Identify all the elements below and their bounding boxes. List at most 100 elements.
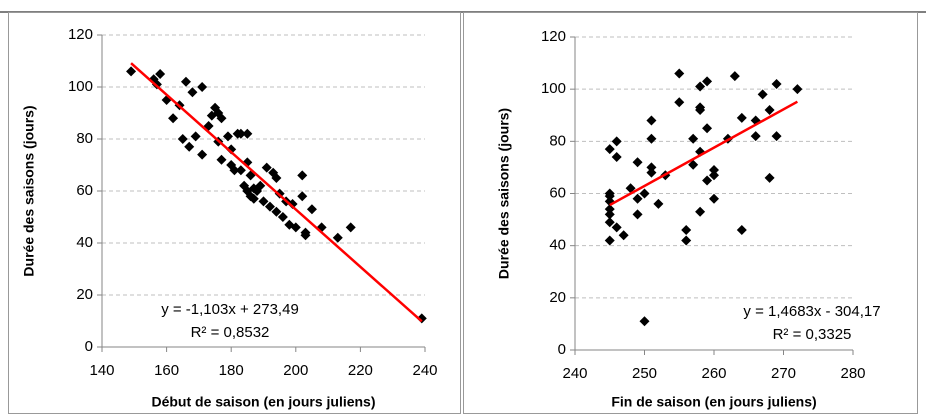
y-tick-label: 0 — [85, 338, 93, 355]
data-point — [674, 68, 685, 79]
data-point — [764, 105, 775, 116]
data-point — [604, 144, 615, 155]
y-tick-label: 60 — [76, 182, 93, 199]
data-point — [290, 222, 301, 233]
data-point — [604, 204, 615, 215]
data-point — [709, 170, 719, 181]
panel-frame — [8, 12, 461, 414]
data-point — [604, 235, 615, 246]
data-point — [611, 151, 622, 162]
data-point — [271, 206, 282, 217]
data-point — [242, 128, 253, 139]
data-point — [297, 191, 308, 202]
x-axis-title: Début de saison (en jours juliens) — [151, 394, 375, 410]
x-tick-label: 270 — [771, 365, 796, 382]
data-point — [604, 209, 615, 220]
x-tick-label: 160 — [154, 362, 179, 379]
data-point — [771, 78, 782, 89]
data-point — [184, 141, 195, 152]
data-point — [197, 149, 208, 160]
x-axis-title: Fin de saison (en jours juliens) — [611, 394, 816, 410]
data-point — [255, 180, 266, 191]
trend-line — [609, 100, 799, 207]
data-point — [646, 133, 657, 144]
data-point — [646, 167, 657, 178]
data-point — [604, 188, 615, 199]
data-point — [177, 134, 188, 144]
data-point — [632, 157, 643, 168]
data-point — [792, 84, 803, 95]
y-tick-label: 40 — [549, 237, 566, 254]
y-axis-title: Durée des saisons (jours) — [21, 105, 37, 276]
data-point — [155, 69, 166, 79]
y-tick-label: 20 — [76, 286, 93, 303]
data-point — [632, 209, 643, 220]
y-tick-label: 0 — [558, 341, 566, 358]
data-point — [688, 159, 699, 170]
data-point — [681, 225, 692, 236]
data-point — [126, 66, 137, 77]
trend-line — [130, 62, 423, 323]
y-tick-label: 80 — [76, 130, 93, 147]
x-tick-label: 250 — [632, 365, 657, 382]
data-point — [632, 193, 643, 204]
data-point — [287, 199, 298, 209]
data-point — [235, 128, 246, 139]
data-point — [248, 193, 259, 204]
x-tick-label: 240 — [412, 362, 437, 379]
data-point — [639, 188, 650, 199]
data-point — [646, 162, 657, 173]
data-point — [235, 165, 246, 176]
data-point — [180, 76, 191, 87]
data-point — [709, 165, 719, 176]
data-point — [750, 131, 761, 142]
data-point — [416, 313, 427, 324]
x-tick-label: 140 — [89, 362, 114, 379]
data-point — [771, 131, 782, 142]
y-tick-label: 120 — [541, 28, 566, 45]
data-point — [736, 112, 747, 123]
x-tick-label: 180 — [219, 362, 244, 379]
y-tick-label: 100 — [541, 80, 566, 97]
trend-r-squared: R² = 0,8532 — [191, 324, 270, 341]
data-point — [226, 144, 237, 155]
data-point — [300, 227, 311, 238]
data-point — [695, 81, 706, 92]
y-tick-label: 40 — [76, 234, 93, 251]
data-point — [681, 235, 692, 246]
data-point — [674, 97, 685, 108]
data-point — [646, 115, 657, 126]
y-tick-label: 20 — [549, 289, 566, 306]
data-point — [757, 89, 768, 100]
panel-frame — [463, 12, 918, 414]
data-point — [695, 105, 706, 116]
data-point — [695, 206, 706, 217]
y-tick-label: 80 — [549, 132, 566, 149]
data-point — [216, 154, 227, 165]
data-point — [611, 136, 622, 147]
trend-equation: y = -1,103x + 273,49 — [161, 301, 299, 318]
data-point — [764, 172, 775, 183]
data-point — [345, 222, 356, 233]
data-point — [639, 316, 650, 327]
y-tick-label: 100 — [68, 78, 93, 95]
x-tick-label: 200 — [283, 362, 308, 379]
data-point — [258, 196, 269, 207]
data-point — [702, 123, 713, 134]
data-point — [702, 76, 713, 87]
y-axis-title: Durée des saisons (jours) — [496, 108, 512, 279]
data-point — [736, 225, 747, 236]
data-point — [618, 230, 629, 241]
data-point — [688, 133, 699, 144]
y-tick-label: 60 — [549, 184, 566, 201]
data-point — [229, 165, 240, 176]
y-tick-label: 120 — [68, 26, 93, 43]
data-point — [297, 170, 308, 181]
data-point — [611, 222, 622, 233]
data-point — [187, 87, 198, 98]
data-point — [190, 131, 201, 142]
data-point — [604, 217, 615, 228]
data-point — [271, 173, 282, 183]
data-point — [653, 198, 664, 209]
